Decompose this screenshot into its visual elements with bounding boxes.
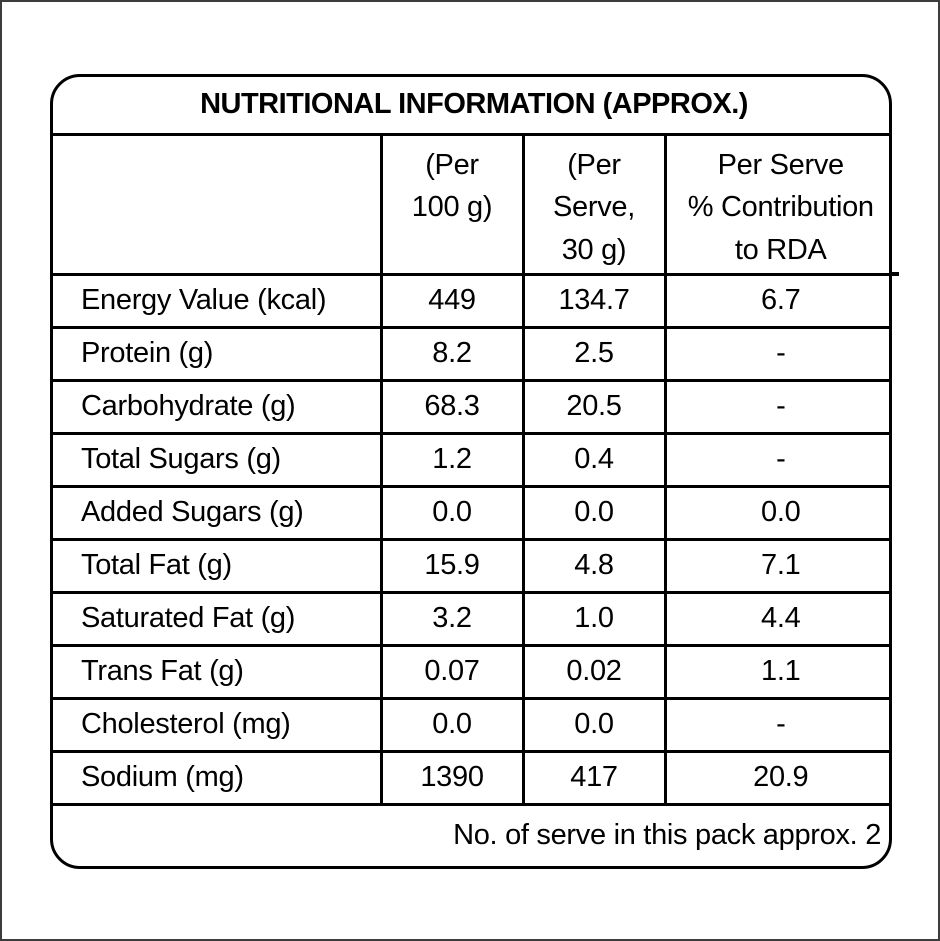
- value-rda-pct: -: [663, 696, 889, 753]
- value-rda-pct: 0.0: [663, 484, 889, 541]
- value-per-serve: 4.8: [521, 537, 667, 594]
- table-row: Energy Value (kcal) 449 134.7 6.7: [53, 272, 889, 329]
- table-row: Total Sugars (g) 1.2 0.4 -: [53, 431, 889, 488]
- value-rda-pct: -: [663, 325, 889, 382]
- nutrient-label: Carbohydrate (g): [53, 378, 383, 435]
- table-row: Cholesterol (mg) 0.0 0.0 -: [53, 696, 889, 753]
- nutrient-label: Added Sugars (g): [53, 484, 383, 541]
- value-rda-pct: -: [663, 431, 889, 488]
- nutrient-label: Trans Fat (g): [53, 643, 383, 700]
- nutrient-label: Total Fat (g): [53, 537, 383, 594]
- table-row: Added Sugars (g) 0.0 0.0 0.0: [53, 484, 889, 541]
- value-per-serve: 1.0: [521, 590, 667, 647]
- value-rda-pct: 6.7: [663, 272, 889, 329]
- print-artifact-tick: [891, 272, 899, 276]
- nutrition-table: NUTRITIONAL INFORMATION (APPROX.) (Per 1…: [53, 77, 889, 866]
- value-per-100g: 1.2: [379, 431, 525, 488]
- value-rda-pct: 4.4: [663, 590, 889, 647]
- table-footer-row: No. of serve in this pack approx. 2: [53, 802, 889, 866]
- column-header-nutrient: [53, 132, 383, 276]
- serves-per-pack-note: No. of serve in this pack approx. 2: [53, 802, 889, 866]
- value-per-100g: 68.3: [379, 378, 525, 435]
- nutrient-label: Saturated Fat (g): [53, 590, 383, 647]
- table-row: Carbohydrate (g) 68.3 20.5 -: [53, 378, 889, 435]
- value-per-serve: 20.5: [521, 378, 667, 435]
- value-per-100g: 0.07: [379, 643, 525, 700]
- value-rda-pct: 7.1: [663, 537, 889, 594]
- table-title: NUTRITIONAL INFORMATION (APPROX.): [53, 77, 889, 136]
- value-per-100g: 15.9: [379, 537, 525, 594]
- table-row: Sodium (mg) 1390 417 20.9: [53, 749, 889, 806]
- nutrient-label: Total Sugars (g): [53, 431, 383, 488]
- value-rda-pct: 1.1: [663, 643, 889, 700]
- value-per-100g: 0.0: [379, 696, 525, 753]
- table-row: Total Fat (g) 15.9 4.8 7.1: [53, 537, 889, 594]
- nutrient-label: Energy Value (kcal): [53, 272, 383, 329]
- nutrition-facts-table: NUTRITIONAL INFORMATION (APPROX.) (Per 1…: [50, 74, 892, 869]
- table-title-row: NUTRITIONAL INFORMATION (APPROX.): [53, 77, 889, 136]
- table-row: Trans Fat (g) 0.07 0.02 1.1: [53, 643, 889, 700]
- value-per-serve: 0.0: [521, 696, 667, 753]
- value-per-100g: 0.0: [379, 484, 525, 541]
- value-per-100g: 3.2: [379, 590, 525, 647]
- value-per-serve: 0.0: [521, 484, 667, 541]
- value-per-100g: 449: [379, 272, 525, 329]
- value-per-100g: 8.2: [379, 325, 525, 382]
- value-rda-pct: 20.9: [663, 749, 889, 806]
- value-per-serve: 134.7: [521, 272, 667, 329]
- column-header-per-serve: (Per Serve, 30 g): [521, 132, 667, 276]
- table-row: Protein (g) 8.2 2.5 -: [53, 325, 889, 382]
- table-row: Saturated Fat (g) 3.2 1.0 4.4: [53, 590, 889, 647]
- column-header-rda: Per Serve % Contribution to RDA: [663, 132, 889, 276]
- value-per-serve: 0.4: [521, 431, 667, 488]
- nutrient-label: Sodium (mg): [53, 749, 383, 806]
- value-rda-pct: -: [663, 378, 889, 435]
- column-header-per-100g: (Per 100 g): [379, 132, 525, 276]
- table-header-row: (Per 100 g) (Per Serve, 30 g) Per Serve …: [53, 132, 889, 276]
- value-per-100g: 1390: [379, 749, 525, 806]
- nutrient-label: Cholesterol (mg): [53, 696, 383, 753]
- nutrient-label: Protein (g): [53, 325, 383, 382]
- value-per-serve: 2.5: [521, 325, 667, 382]
- value-per-serve: 0.02: [521, 643, 667, 700]
- value-per-serve: 417: [521, 749, 667, 806]
